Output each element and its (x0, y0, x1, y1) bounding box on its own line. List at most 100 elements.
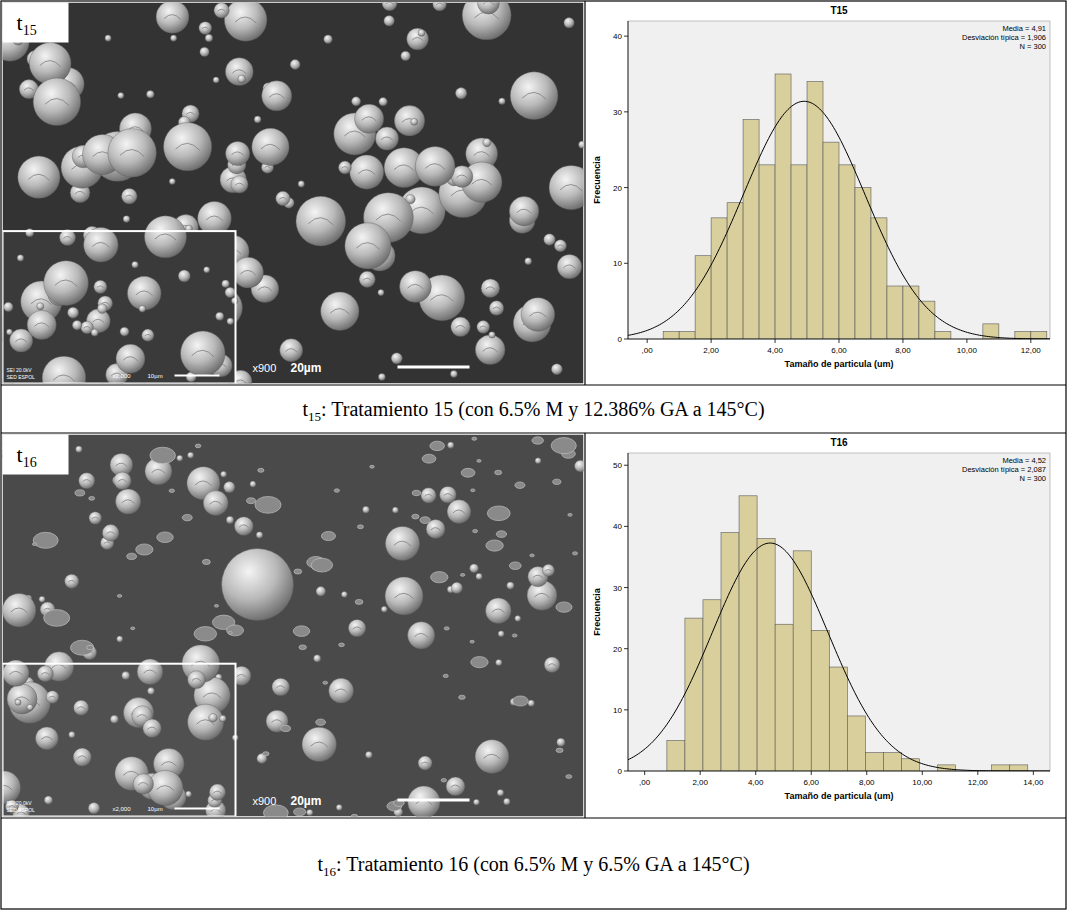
particle (148, 688, 155, 695)
particle (510, 72, 558, 120)
particle-dimple (425, 494, 433, 496)
panel-label-box (3, 3, 69, 43)
particle (73, 748, 91, 766)
particle (42, 356, 86, 383)
particle-fragment (127, 553, 137, 559)
histogram-bar (791, 165, 807, 339)
particle (551, 364, 562, 375)
particle-dimple (84, 327, 90, 329)
particle-dimple (444, 494, 452, 496)
scale-bar (398, 799, 470, 802)
particle (392, 507, 398, 513)
x-tick (644, 771, 645, 775)
particle-fragment (441, 778, 446, 781)
particle-dimple (430, 295, 453, 302)
particle-dimple (213, 791, 221, 793)
histogram-bar (685, 618, 703, 771)
particle (139, 305, 146, 312)
particle (122, 672, 130, 680)
particle (433, 3, 447, 11)
particle (352, 97, 361, 106)
particle-fragment (370, 465, 375, 468)
particle-dimple (125, 195, 133, 197)
particle-dimple (45, 99, 69, 106)
particle (280, 339, 303, 362)
particle-fragment (194, 627, 217, 641)
particle-dimple (264, 166, 270, 168)
particle (238, 75, 246, 83)
particle-fragment (515, 482, 525, 488)
y-tick (624, 263, 628, 264)
particle (17, 255, 24, 262)
particle (455, 88, 466, 99)
particle-fragment (32, 543, 36, 546)
table-frame (1, 1, 1066, 909)
particle-dimple (55, 280, 77, 286)
particle-fragment (568, 513, 572, 516)
particle-dimple (118, 480, 127, 483)
panel-label-box (3, 435, 69, 475)
particle-fragment (477, 460, 481, 463)
particle-fragment (75, 490, 85, 496)
histogram-bar (823, 142, 839, 339)
particle-fragment (227, 625, 244, 636)
particle (29, 43, 71, 85)
particle-dimple (457, 175, 468, 178)
lab-text: SED ESPOL (7, 374, 36, 380)
particle-dimple (92, 242, 109, 247)
particle (329, 678, 354, 703)
particle-dimple (136, 291, 153, 296)
particle-dimple (335, 689, 347, 693)
particle (509, 196, 538, 225)
particle (105, 35, 111, 41)
particle-dimple (272, 720, 283, 723)
particle (84, 228, 119, 263)
particle-dimple (240, 270, 255, 274)
particle (473, 799, 479, 805)
particle-fragment (131, 627, 135, 630)
particle (181, 331, 226, 376)
particle (97, 304, 107, 314)
histogram-bar (695, 256, 711, 339)
particle-fragment (460, 574, 464, 577)
particle-fragment (150, 447, 176, 463)
particle-dimple (210, 501, 222, 505)
particle-dimple (480, 326, 486, 328)
magnification: x900 (253, 795, 277, 807)
particle (496, 659, 502, 665)
histogram-bar (1031, 331, 1047, 339)
particle-dimple (34, 323, 49, 327)
particle (379, 97, 387, 105)
particle-dimple (376, 214, 401, 221)
particle-fragment (556, 602, 572, 612)
particle-dimple (412, 37, 423, 40)
particle-dimple (41, 673, 49, 675)
particle (290, 60, 300, 70)
particle-fragment (472, 437, 477, 440)
particle (363, 506, 370, 513)
particle-fragment (556, 748, 563, 753)
particle-dimple (408, 284, 424, 289)
particle (200, 47, 209, 56)
statistics-annotation: N = 300 (1020, 474, 1046, 483)
particle-dimple (517, 209, 532, 213)
particle (421, 488, 436, 503)
particle-dimple (92, 517, 98, 519)
x-tick-label: ,00 (639, 778, 651, 787)
histogram-bar (807, 82, 823, 339)
histogram-bar (919, 301, 935, 339)
particle (307, 809, 313, 815)
particle-dimple (394, 165, 414, 171)
particle (407, 28, 429, 50)
inset-magnification: x2,000 (113, 373, 132, 379)
particle-fragment (471, 657, 488, 668)
particle-fragment (430, 441, 445, 450)
particle (156, 3, 189, 34)
x-axis-title: Tamaño de particula (um) (785, 359, 894, 369)
particle (142, 329, 154, 341)
y-tick (624, 111, 628, 112)
particle (233, 257, 264, 288)
instrument-text: SEI 20.0kV (7, 800, 33, 806)
instrument-text: SEI 20.0kV (7, 367, 33, 373)
particle (504, 798, 511, 805)
